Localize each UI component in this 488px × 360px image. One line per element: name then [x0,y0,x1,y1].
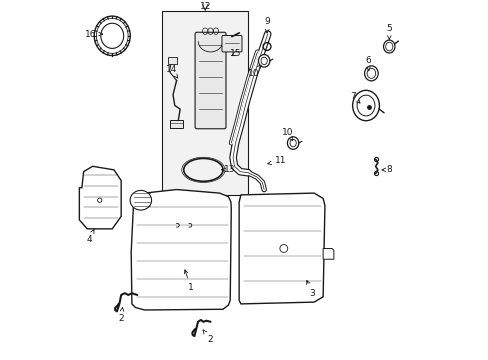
Text: 4: 4 [86,230,94,244]
FancyBboxPatch shape [222,36,242,52]
Text: 11: 11 [267,157,285,166]
FancyBboxPatch shape [195,32,225,129]
Text: 15: 15 [229,49,241,58]
Text: 5: 5 [386,24,391,39]
Ellipse shape [352,90,379,121]
Ellipse shape [287,137,298,149]
Text: 16: 16 [85,30,102,39]
Bar [170,120,183,128]
Text: 13: 13 [221,165,236,174]
Polygon shape [131,189,231,310]
Polygon shape [239,193,324,304]
Text: 2: 2 [203,330,213,344]
Bar [167,57,176,64]
Text: 3: 3 [306,280,315,298]
Text: 1: 1 [184,270,193,292]
Text: 10: 10 [281,128,292,140]
Text: 9: 9 [264,17,270,33]
Text: 14: 14 [165,65,178,78]
Polygon shape [79,166,121,229]
Text: 12: 12 [199,2,210,11]
Text: 6: 6 [364,57,370,71]
Ellipse shape [130,190,151,210]
Text: 8: 8 [381,165,391,174]
Ellipse shape [364,66,377,81]
Text: 2: 2 [118,307,124,323]
Ellipse shape [383,40,394,53]
Polygon shape [323,248,333,259]
Bar [162,11,247,195]
Text: 10: 10 [247,65,261,78]
Text: 7: 7 [350,92,359,103]
Ellipse shape [258,55,269,67]
